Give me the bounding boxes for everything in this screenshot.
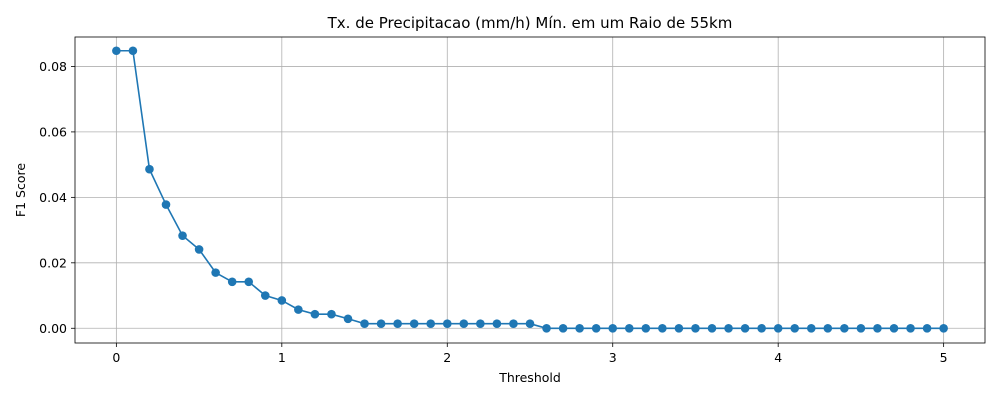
data-point xyxy=(277,296,287,305)
data-point xyxy=(409,319,419,328)
data-point xyxy=(426,319,436,328)
y-tick-label: 0.02 xyxy=(39,255,67,270)
data-point xyxy=(790,323,800,333)
data-point xyxy=(806,323,816,333)
data-point xyxy=(542,323,551,333)
data-point xyxy=(856,323,866,333)
data-point xyxy=(608,323,618,333)
data-point xyxy=(178,231,187,240)
data-point xyxy=(442,319,452,328)
data-point xyxy=(575,323,584,333)
data-point xyxy=(641,323,651,333)
x-tick-label: 5 xyxy=(940,350,948,365)
data-point xyxy=(840,323,849,333)
data-point xyxy=(889,323,899,333)
data-point xyxy=(343,314,353,324)
x-tick-label: 4 xyxy=(774,350,782,365)
data-point xyxy=(260,291,270,300)
data-point xyxy=(360,319,369,328)
y-axis-ticks: 0.00 0.02 0.04 0.06 0.08 xyxy=(39,59,75,336)
x-axis-label: Threshold xyxy=(498,370,561,385)
data-point xyxy=(128,46,138,56)
data-point xyxy=(740,323,750,333)
data-point xyxy=(244,277,254,287)
y-tick-label: 0.08 xyxy=(39,59,67,74)
data-point xyxy=(492,319,502,328)
y-tick-label: 0.04 xyxy=(39,190,67,205)
data-point xyxy=(558,323,568,333)
data-point xyxy=(691,323,700,333)
data-point xyxy=(161,200,171,209)
data-point xyxy=(509,319,518,328)
data-point xyxy=(906,323,915,333)
data-point xyxy=(145,164,154,174)
data-point xyxy=(939,323,948,333)
data-point xyxy=(674,323,684,333)
series-markers xyxy=(112,46,948,333)
data-point xyxy=(724,323,733,333)
x-tick-label: 0 xyxy=(112,350,120,365)
data-point xyxy=(227,277,237,287)
data-point xyxy=(393,319,402,328)
data-point xyxy=(823,323,833,333)
plot-frame xyxy=(74,36,986,344)
chart-title: Tx. de Precipitacao (mm/h) Mín. em um Ra… xyxy=(327,14,733,32)
y-tick-label: 0.00 xyxy=(39,321,67,336)
x-tick-label: 3 xyxy=(609,350,617,365)
data-point xyxy=(476,319,485,328)
y-axis-label: F1 Score xyxy=(13,163,28,217)
data-point xyxy=(112,46,121,56)
data-point xyxy=(327,309,336,319)
data-point xyxy=(459,319,469,328)
data-point xyxy=(211,268,220,277)
data-point xyxy=(310,309,320,319)
data-point xyxy=(624,323,634,333)
x-axis-ticks: 0 1 2 3 4 5 xyxy=(112,343,948,365)
data-point xyxy=(757,323,766,333)
grid xyxy=(75,37,985,343)
data-point xyxy=(922,323,932,333)
data-point xyxy=(873,323,882,333)
data-point xyxy=(707,323,717,333)
data-point xyxy=(376,319,386,328)
data-point xyxy=(194,245,204,254)
y-tick-label: 0.06 xyxy=(39,124,67,139)
data-point xyxy=(773,323,783,333)
data-point xyxy=(294,305,303,314)
data-point xyxy=(658,323,667,333)
data-point xyxy=(591,323,601,333)
data-point xyxy=(525,319,535,328)
x-tick-label: 1 xyxy=(278,350,286,365)
x-tick-label: 2 xyxy=(443,350,451,365)
